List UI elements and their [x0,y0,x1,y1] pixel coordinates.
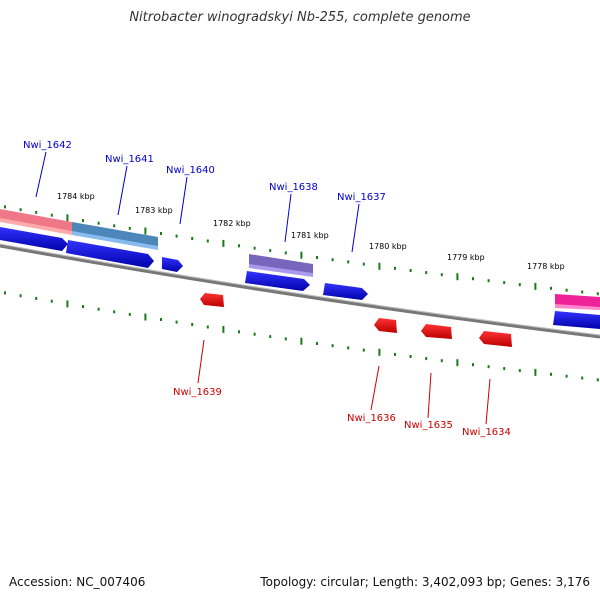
gene-nwi-1642-arrow[interactable] [0,227,68,251]
gene-nwi-1640-arrow[interactable] [162,257,183,272]
reverse-tick-track [4,291,599,382]
gene-label-nwi-1635[interactable]: Nwi_1635 [404,420,453,431]
gene-label-nwi-1642[interactable]: Nwi_1642 [23,140,72,151]
feature-bar-pink-shade [0,218,72,235]
gene-nwi-1634-arrow[interactable] [479,331,512,347]
kbp-label-1783: 1783 kbp [135,206,173,215]
leader-lines [35,151,491,425]
gene-label-nwi-1638[interactable]: Nwi_1638 [269,182,318,193]
genome-backbone [0,244,600,339]
leader-nwi-1636 [370,365,380,411]
kbp-label-1780: 1780 kbp [369,242,407,251]
feature-bar-magenta-shade [555,304,600,310]
gene-nwi-1635-arrow[interactable] [421,324,452,339]
forward-tick-track [4,205,599,296]
feature-bars [0,209,600,310]
feature-bar-purple[interactable] [249,254,313,275]
gene-label-nwi-1637[interactable]: Nwi_1637 [337,192,386,203]
forward-gene-labels: Nwi_1642 Nwi_1641 Nwi_1640 Nwi_1638 Nwi_… [23,140,386,203]
accession-text: Accession: NC_007406 [9,575,146,589]
leader-nwi-1637 [351,203,360,253]
gene-label-nwi-1634[interactable]: Nwi_1634 [462,427,511,438]
map-title: Nitrobacter winogradskyi Nb-255, complet… [129,10,471,25]
leader-nwi-1638 [284,193,292,243]
leader-nwi-1641 [117,165,128,216]
feature-bar-purple-shade [249,264,313,277]
leader-nwi-1640 [179,176,188,225]
reverse-gene-labels: Nwi_1639 Nwi_1636 Nwi_1635 Nwi_1634 [173,387,511,438]
leader-nwi-1634 [485,378,491,425]
gene-label-nwi-1641[interactable]: Nwi_1641 [105,154,154,165]
gene-nwi-1636-arrow[interactable] [374,318,397,333]
feature-bar-pink[interactable] [0,209,72,233]
gene-label-nwi-1640[interactable]: Nwi_1640 [166,165,215,176]
feature-bar-steelblue-shade [72,231,158,250]
kbp-label-1784: 1784 kbp [57,192,95,201]
gene-label-nwi-1639[interactable]: Nwi_1639 [173,387,222,398]
gene-label-nwi-1636[interactable]: Nwi_1636 [347,413,396,424]
genome-backbone-highlight [0,243,600,336]
topology-text: Topology: circular; Length: 3,402,093 bp… [260,575,590,589]
kbp-scale-labels: 1784 kbp 1783 kbp 1782 kbp 1781 kbp 1780… [57,192,565,271]
kbp-label-1782: 1782 kbp [213,219,251,228]
gene-nwi-1637-arrow[interactable] [323,283,368,300]
gene-nwi-1639-arrow[interactable] [200,293,224,307]
kbp-label-1779: 1779 kbp [447,253,485,262]
leader-nwi-1642 [35,151,47,198]
feature-bar-steelblue[interactable] [72,222,158,248]
kbp-label-1778: 1778 kbp [527,262,565,271]
leader-nwi-1639 [197,339,205,384]
kbp-label-1781: 1781 kbp [291,231,329,240]
leader-nwi-1635 [427,372,432,419]
gene-nwi-1638-arrow[interactable] [245,271,310,291]
reverse-gene-glyphs [200,293,512,347]
gene-unlabeled-forward-arrow[interactable] [553,311,600,329]
forward-gene-glyphs [0,227,600,329]
gene-nwi-1641-arrow[interactable] [66,240,154,268]
